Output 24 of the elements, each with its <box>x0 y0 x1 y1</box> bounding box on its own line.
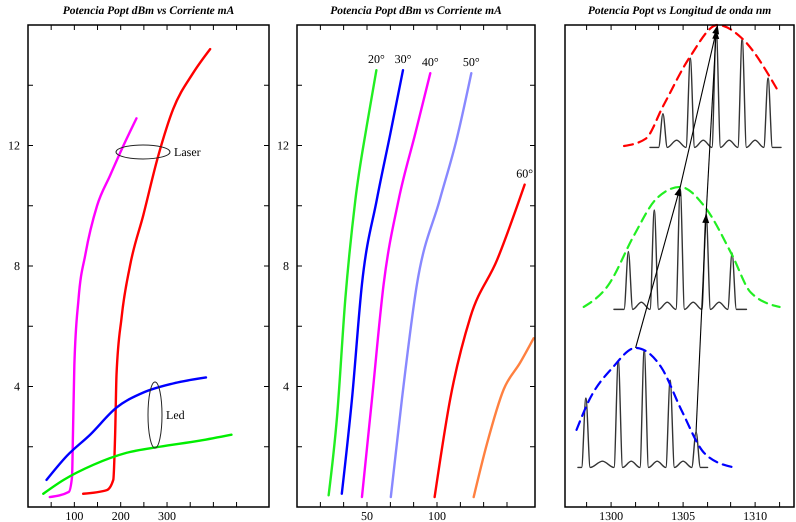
chart-title: Potencia Popt dBm vs Corriente mA <box>330 5 502 17</box>
series-label: 20° <box>368 52 385 66</box>
chart-title: Potencia Popt vs Longitud de onda nm <box>588 5 772 17</box>
y-tick-label: 4 <box>14 380 20 394</box>
x-tick-label: 1310 <box>743 509 768 522</box>
series-label: 40° <box>422 55 439 70</box>
x-tick-label: 50 <box>361 509 373 522</box>
y-tick-label: 12 <box>8 138 20 152</box>
x-tick-label: 100 <box>428 509 446 522</box>
x-tick-label: 100 <box>65 509 84 522</box>
x-tick-label: 300 <box>158 509 176 522</box>
series-label: 60° <box>516 166 534 181</box>
x-tick-label: 1305 <box>671 509 696 522</box>
y-tick-label: 4 <box>283 380 289 394</box>
x-tick-label: 1300 <box>599 509 624 522</box>
y-tick-label: 12 <box>277 138 289 152</box>
annotation: Laser <box>174 145 201 159</box>
y-tick-label: 8 <box>14 259 20 273</box>
annotation: Led <box>166 408 185 422</box>
series-label: 50° <box>462 55 480 70</box>
y-tick-label: 8 <box>283 259 289 273</box>
chart-title: Potencia Popt dBm vs Corriente mA <box>62 5 235 17</box>
series-label: 30° <box>394 52 412 66</box>
x-tick-label: 200 <box>112 509 130 522</box>
